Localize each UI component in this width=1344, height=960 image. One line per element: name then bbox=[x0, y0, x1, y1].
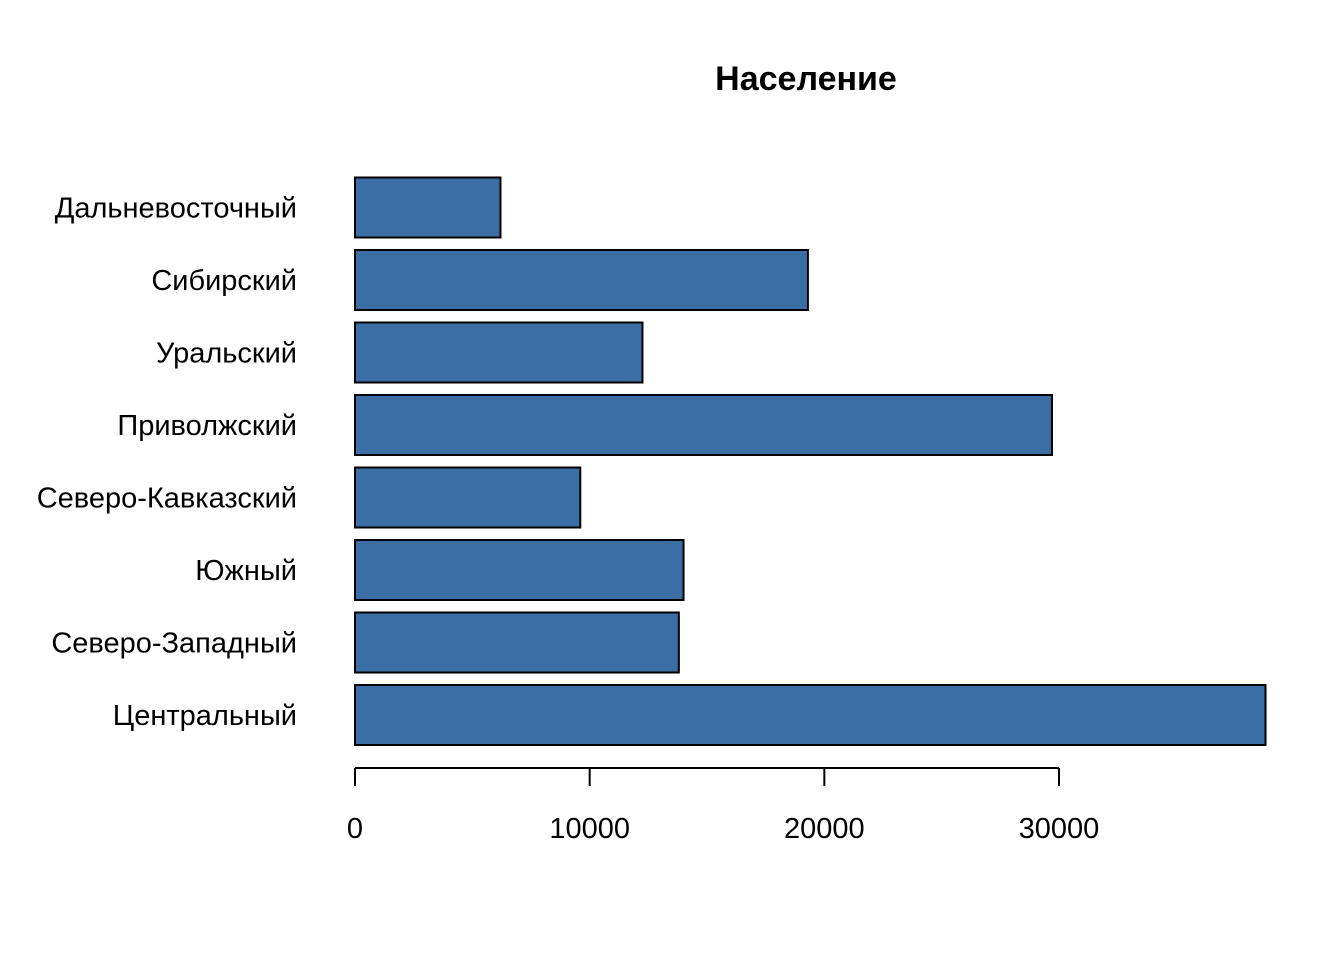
chart-title: Население bbox=[715, 60, 897, 98]
bar-3 bbox=[354, 466, 582, 529]
bar-1 bbox=[354, 611, 680, 674]
bar-0 bbox=[354, 684, 1267, 746]
bar-6 bbox=[354, 249, 809, 311]
bar-2 bbox=[354, 539, 685, 601]
x-tick-label: 20000 bbox=[784, 813, 865, 845]
category-label: Южный bbox=[195, 555, 297, 587]
bars-group bbox=[354, 176, 1267, 746]
category-label: Сибирский bbox=[151, 265, 297, 297]
x-tick-label: 30000 bbox=[1019, 813, 1100, 845]
category-labels: Центральный Северо-Западный Южный Северо-Ка… bbox=[37, 193, 297, 733]
category-label: Северо-Кавказский bbox=[37, 483, 297, 515]
x-tick-label: 10000 bbox=[549, 813, 630, 845]
category-label: Центральный bbox=[113, 700, 297, 732]
category-label: Дальневосточный bbox=[55, 193, 297, 225]
category-label: Уральский bbox=[156, 338, 297, 370]
category-label: Приволжский bbox=[117, 410, 297, 442]
bar-7 bbox=[354, 176, 502, 239]
x-axis: 0 10000 20000 30000 bbox=[347, 767, 1100, 845]
bar-5 bbox=[354, 321, 644, 384]
bar-4 bbox=[354, 394, 1053, 456]
category-label: Северо-Западный bbox=[51, 628, 297, 660]
x-tick-label: 0 bbox=[347, 813, 363, 845]
